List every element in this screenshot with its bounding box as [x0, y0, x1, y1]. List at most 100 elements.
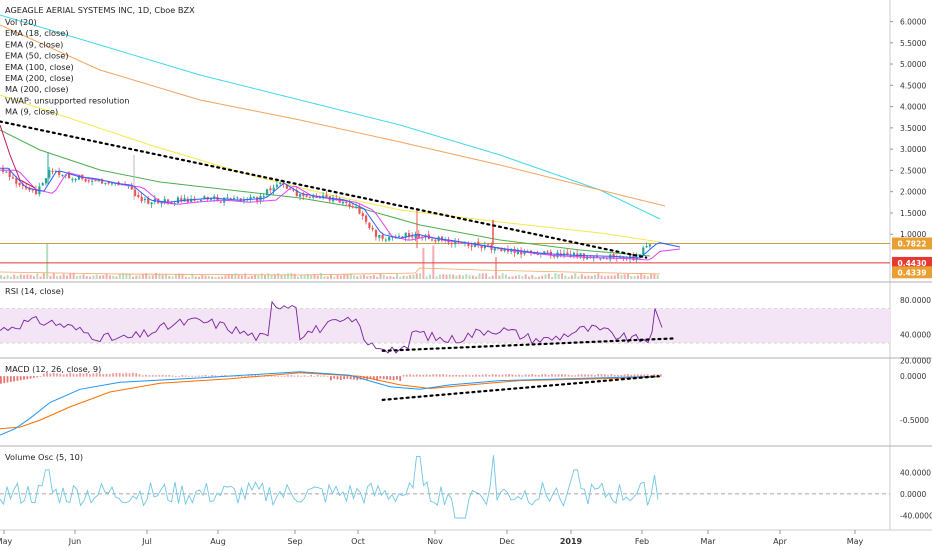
candle-body — [31, 189, 34, 191]
volume-bar — [174, 274, 177, 279]
volume-bar — [122, 273, 125, 279]
macd-histogram-bar — [49, 373, 52, 377]
macd-histogram-bar — [633, 374, 636, 377]
candle-body — [21, 184, 24, 186]
candle-body — [252, 197, 255, 199]
volume-bar — [528, 276, 530, 279]
x-axis-label: Apr — [773, 537, 788, 546]
volume-bar — [435, 276, 438, 279]
volume-bar — [386, 276, 389, 279]
candle-body — [242, 199, 246, 202]
macd-histogram-bar — [534, 374, 537, 377]
volume-bar — [326, 276, 329, 279]
macd-histogram-bar — [501, 374, 504, 377]
macd-histogram-bar — [250, 375, 253, 377]
volume-osc-line — [0, 455, 659, 519]
volume-ma-line — [0, 267, 661, 276]
volume-bar — [524, 274, 527, 279]
volume-bar — [438, 274, 441, 279]
macd-histogram-bar — [141, 375, 144, 377]
volume-bar — [316, 275, 319, 279]
volume-bar — [42, 273, 45, 279]
candle-body — [107, 182, 110, 184]
candle-body — [434, 240, 437, 242]
macd-histogram-bar — [6, 376, 9, 383]
macd-histogram-bar — [504, 374, 507, 377]
ema9-line — [0, 167, 681, 259]
candle-body — [503, 249, 506, 252]
volume-bar — [471, 275, 474, 279]
macd-histogram-bar — [468, 375, 471, 377]
x-axis-label: Jun — [68, 537, 82, 546]
legend-entry: EMA (200, close) — [5, 73, 74, 83]
candle-body — [143, 198, 147, 201]
macd-histogram-bar — [564, 374, 567, 377]
volume-bar — [544, 274, 547, 279]
volume-bar — [102, 275, 105, 279]
volume-bar — [99, 275, 101, 279]
candle-body — [599, 258, 602, 260]
price-tick-label: 2.5000 — [900, 166, 926, 175]
volume-bar — [9, 276, 12, 279]
macd-histogram-bar — [168, 375, 171, 377]
macd-histogram-bar — [462, 375, 464, 377]
volosc-tick-label: 0.0000 — [900, 490, 926, 499]
x-axis-label: Aug — [210, 537, 226, 546]
candle-body — [374, 230, 378, 237]
macd-histogram-bar — [69, 372, 72, 377]
price-tick-label: 4.5000 — [900, 81, 926, 90]
volume-bar — [26, 274, 29, 279]
macd-histogram-bar — [455, 374, 458, 377]
macd-histogram-bar — [92, 373, 95, 377]
volume-bar — [240, 275, 243, 279]
candle-body — [368, 222, 371, 229]
macd-histogram-bar — [151, 375, 154, 377]
volume-bar — [432, 245, 435, 279]
x-axis-label: May — [847, 537, 864, 546]
macd-histogram-bar — [300, 375, 303, 377]
macd-histogram-bar — [518, 374, 520, 377]
price-label-0: 0.7822 — [898, 239, 927, 248]
x-axis-label: Feb — [635, 537, 649, 546]
macd-histogram-bar — [89, 374, 91, 377]
macd-histogram-bar — [102, 374, 105, 377]
candle-body — [226, 197, 229, 199]
macd-histogram-bar — [465, 374, 468, 377]
candle-body — [147, 197, 150, 204]
volume-bar — [59, 275, 62, 279]
macd-histogram-bar — [475, 374, 477, 377]
macd-histogram-bar — [617, 374, 619, 377]
macd-histogram-bar — [115, 372, 118, 377]
macd-histogram-bar — [353, 376, 355, 380]
macd-histogram-bar — [211, 375, 213, 377]
macd-histogram-bar — [52, 372, 55, 377]
candle-body — [137, 195, 140, 198]
candle-body — [351, 206, 354, 208]
volume-bar — [392, 276, 395, 279]
price-label-box — [892, 237, 932, 250]
macd-histogram-bar — [471, 375, 474, 377]
macd-histogram-bar — [660, 374, 662, 377]
candle-body — [44, 178, 48, 184]
candle-body — [285, 184, 288, 189]
macd-histogram-bar — [56, 373, 58, 377]
volume-bar — [623, 274, 626, 279]
macd-histogram-bar — [339, 376, 342, 380]
macd-histogram-bar — [3, 376, 6, 384]
candle-body — [596, 256, 599, 258]
macd-histogram-bar — [412, 374, 415, 377]
candle-body — [480, 245, 483, 248]
candle-body — [404, 232, 407, 238]
candle-body — [87, 180, 90, 182]
macd-histogram-bar — [488, 374, 491, 377]
volume-bar — [412, 274, 415, 279]
macd-histogram-bar — [333, 376, 336, 379]
volume-bar — [557, 273, 560, 279]
volume-bar — [181, 273, 184, 279]
volume-bar — [267, 273, 270, 279]
candle-body — [140, 196, 143, 201]
volume-bar — [551, 276, 554, 279]
price-tick-label: 4.0000 — [900, 103, 926, 112]
candle-body — [566, 252, 569, 255]
candle-body — [358, 206, 361, 214]
